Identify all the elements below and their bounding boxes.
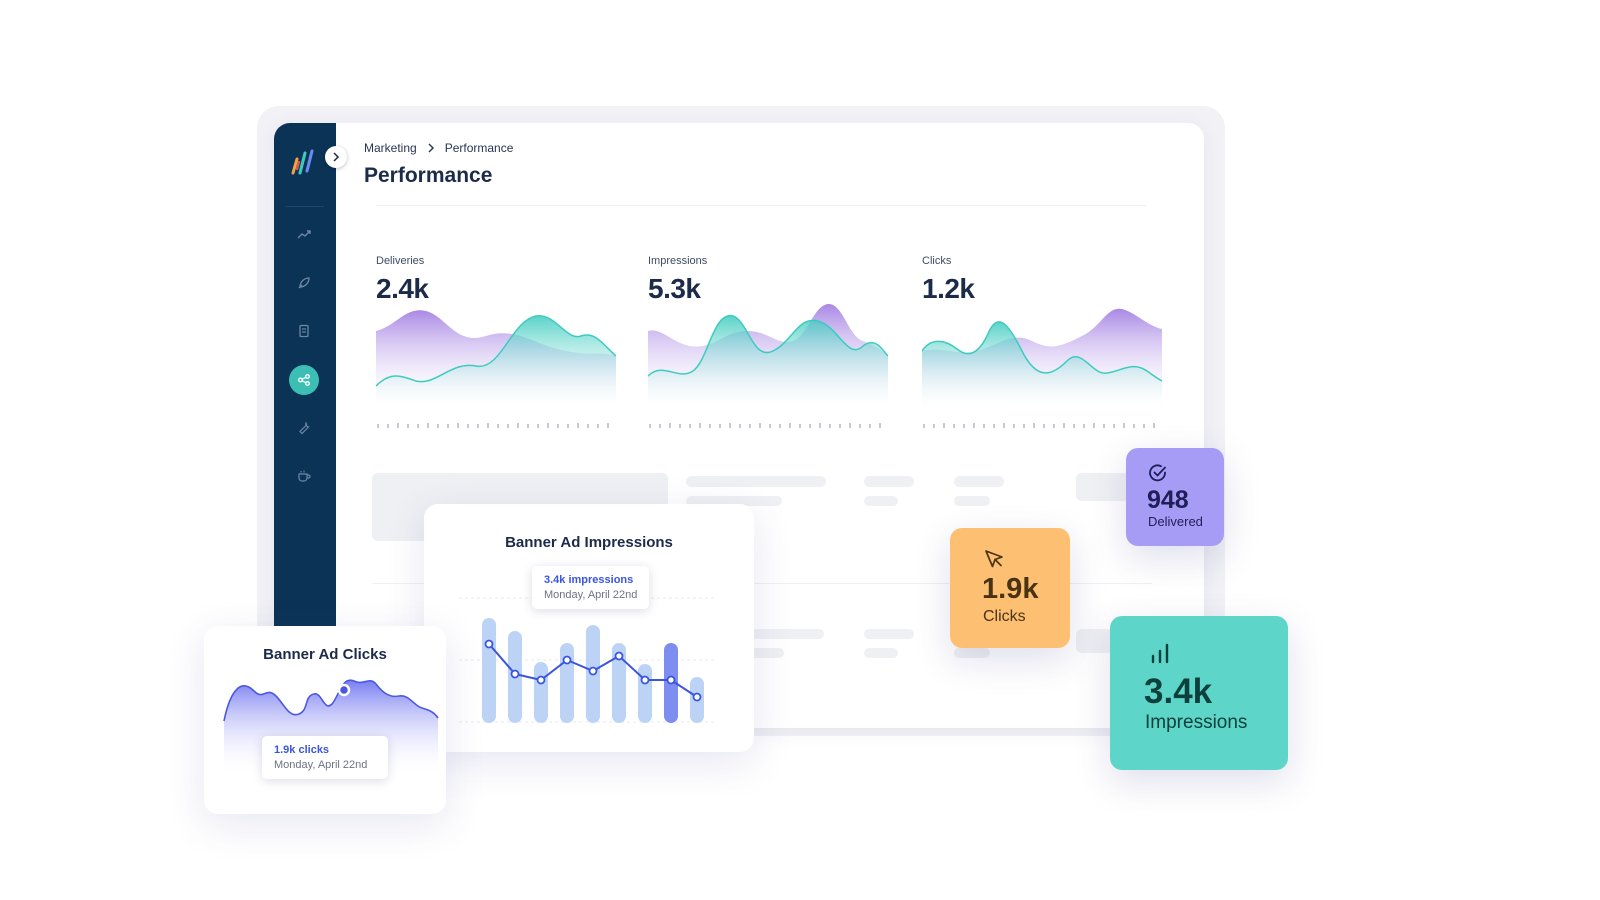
- skeleton-line: [744, 648, 784, 658]
- app-window: Marketing Performance Performance Delive…: [274, 123, 1204, 728]
- skeleton-line: [954, 496, 990, 506]
- stat-card-impressions: 3.4k Impressions: [1110, 616, 1288, 770]
- x-axis-ticks: [649, 423, 881, 428]
- metric-label: Impressions: [648, 255, 708, 267]
- stat-label: Clicks: [983, 608, 1026, 625]
- breadcrumb-parent[interactable]: Marketing: [364, 141, 417, 155]
- nav-clipboard-icon[interactable]: [289, 316, 319, 346]
- clicks-area-chart: [922, 308, 1162, 428]
- tooltip-date: Monday, April 22nd: [274, 759, 368, 771]
- teal-line: [648, 315, 888, 377]
- trending-up-icon: [297, 230, 311, 239]
- chart-tooltip: 3.4k impressions Monday, April 22nd: [532, 566, 650, 609]
- metric-impressions: Impressions 5.3k: [648, 255, 888, 305]
- row-divider: [372, 583, 1152, 584]
- rocket-icon: [298, 277, 310, 289]
- skeleton-line: [864, 648, 898, 658]
- chevron-right-icon: [333, 152, 340, 162]
- chevron-right-icon: [428, 143, 434, 153]
- skeleton-line: [864, 629, 914, 639]
- stat-value: 3.4k: [1144, 672, 1213, 711]
- teal-area: [648, 315, 888, 411]
- stat-card-clicks: 1.9k Clicks: [950, 528, 1070, 648]
- banner-clicks-chart: [223, 679, 439, 776]
- breadcrumb: Marketing Performance: [364, 141, 513, 155]
- stat-label: Impressions: [1145, 712, 1248, 733]
- card-title: Banner Ad Impressions: [505, 534, 673, 551]
- metric-label: Deliveries: [376, 255, 425, 267]
- chart-tooltip: 1.9k clicks Monday, April 22nd: [262, 736, 388, 779]
- sidebar-divider: [286, 206, 324, 207]
- wrench-icon: [299, 421, 310, 435]
- title-divider: [376, 205, 1146, 206]
- banner-impressions-chart: [459, 597, 714, 723]
- stat-card-delivered: 948 Delivered: [1126, 448, 1224, 546]
- skeleton-line: [954, 476, 1004, 487]
- deliveries-area-chart: [376, 310, 616, 428]
- skeleton-line: [744, 629, 824, 639]
- skeleton-line: [864, 476, 914, 487]
- x-axis-ticks: [923, 423, 1155, 428]
- metric-clicks: Clicks 1.2k: [922, 255, 1162, 305]
- check-circle-icon: [1149, 464, 1166, 482]
- nav-share-icon[interactable]: [289, 365, 319, 395]
- breadcrumb-current: Performance: [444, 141, 514, 155]
- banner-clicks-card: Banner Ad Clicks 1.9k clicks Monday, Apr…: [204, 626, 446, 814]
- stat-value: 1.9k: [982, 573, 1039, 605]
- metric-label: Clicks: [922, 255, 952, 267]
- sidebar-toggle-button[interactable]: [325, 146, 347, 168]
- coffee-cup-icon: [298, 470, 311, 482]
- tooltip-date: Monday, April 22nd: [544, 589, 638, 601]
- skeleton-line: [864, 496, 898, 506]
- metric-value: 1.2k: [922, 273, 975, 304]
- skeleton-pill: [1076, 629, 1116, 653]
- bar: [560, 643, 574, 723]
- impressions-area-chart: [648, 303, 888, 428]
- skeleton-line: [954, 648, 990, 658]
- nav-trending-up-icon[interactable]: [289, 220, 319, 250]
- skeleton-line: [686, 476, 826, 487]
- bar: [482, 618, 496, 723]
- page-title: Performance: [364, 164, 493, 187]
- nav-rocket-icon[interactable]: [289, 268, 319, 298]
- x-axis-ticks: [377, 423, 609, 428]
- teal-area: [922, 321, 1162, 411]
- metric-deliveries: Deliveries 2.4k: [376, 255, 616, 305]
- highlight-point[interactable]: [337, 683, 351, 697]
- bar: [612, 643, 626, 723]
- skeleton-line: [686, 496, 782, 506]
- clipboard-icon: [299, 324, 309, 338]
- clicks-line: [223, 679, 439, 722]
- app-logo[interactable]: [289, 147, 317, 177]
- card-title: Banner Ad Clicks: [263, 646, 387, 663]
- share-icon: [298, 374, 310, 386]
- bar-chart-icon: [1151, 643, 1169, 664]
- nav-wrench-icon[interactable]: [289, 413, 319, 443]
- metric-value: 5.3k: [648, 273, 701, 304]
- nav-coffee-cup-icon[interactable]: [289, 461, 319, 491]
- trend-points: [484, 639, 702, 702]
- tooltip-value: 3.4k impressions: [544, 574, 634, 586]
- stat-value: 948: [1147, 486, 1189, 514]
- cursor-icon: [985, 550, 1003, 568]
- stat-label: Delivered: [1148, 514, 1203, 529]
- teal-line: [376, 315, 616, 387]
- bar: [534, 662, 548, 723]
- bar: [638, 664, 652, 723]
- tooltip-value: 1.9k clicks: [274, 744, 330, 756]
- banner-impressions-card: Banner Ad Impressions 3.4k impressions M…: [424, 504, 754, 752]
- teal-line: [922, 321, 1162, 382]
- metric-value: 2.4k: [376, 273, 429, 304]
- teal-area: [376, 315, 616, 411]
